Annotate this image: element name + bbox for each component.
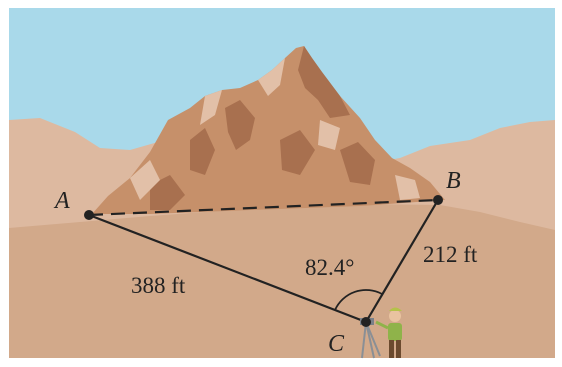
ground — [9, 204, 555, 358]
label-c: C — [328, 331, 345, 357]
label-a: A — [53, 188, 70, 214]
mountain-shading — [130, 46, 420, 210]
surveyor-figure — [360, 307, 402, 359]
line-bc — [365, 199, 439, 323]
angle-c-arc — [334, 289, 383, 311]
point-c — [361, 317, 371, 327]
length-bc-label: 212 ft — [423, 242, 478, 267]
angle-c-label: 82.4° — [305, 255, 354, 280]
line-ac — [88, 213, 367, 324]
point-b — [433, 195, 443, 205]
line-ab-dashed — [88, 198, 439, 217]
length-ac-label: 388 ft — [131, 273, 186, 298]
label-b: B — [446, 168, 461, 194]
point-a — [84, 210, 94, 220]
